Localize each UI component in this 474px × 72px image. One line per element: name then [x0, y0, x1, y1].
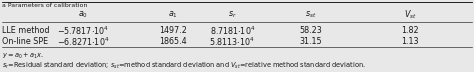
Text: 1865.4: 1865.4	[159, 37, 187, 46]
Text: a Parameters of calibration: a Parameters of calibration	[2, 3, 88, 8]
Text: $s_r$=Residual standard deviation; $s_{st}$=method standard deviation and $V_{st: $s_r$=Residual standard deviation; $s_{s…	[2, 60, 366, 71]
Text: $5.8113{\cdot}10^4$: $5.8113{\cdot}10^4$	[210, 36, 255, 48]
Text: 58.23: 58.23	[299, 26, 322, 35]
Text: $s_r$: $s_r$	[228, 9, 237, 20]
Text: LLE method: LLE method	[2, 26, 50, 35]
Text: On-line SPE: On-line SPE	[2, 37, 48, 46]
Text: $V_{st}$: $V_{st}$	[404, 8, 416, 21]
Text: $-5.7817{\cdot}10^4$: $-5.7817{\cdot}10^4$	[57, 24, 109, 37]
Text: 1.13: 1.13	[401, 37, 419, 46]
Text: 31.15: 31.15	[299, 37, 322, 46]
Text: $-6.8271{\cdot}10^4$: $-6.8271{\cdot}10^4$	[57, 36, 109, 48]
Text: $a_0$: $a_0$	[78, 9, 88, 20]
Text: $a_1$: $a_1$	[168, 9, 178, 20]
Text: $8.7181{\cdot}10^4$: $8.7181{\cdot}10^4$	[210, 24, 255, 37]
Text: 1.82: 1.82	[401, 26, 419, 35]
Text: $s_{st}$: $s_{st}$	[305, 9, 316, 20]
Text: 1497.2: 1497.2	[159, 26, 187, 35]
Text: $y=a_0+a_1x.$: $y=a_0+a_1x.$	[2, 51, 45, 61]
